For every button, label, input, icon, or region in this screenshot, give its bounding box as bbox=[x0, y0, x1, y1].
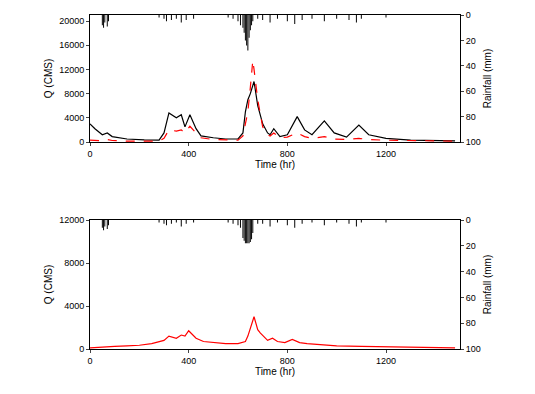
svg-text:800: 800 bbox=[280, 356, 295, 366]
svg-text:8000: 8000 bbox=[64, 89, 84, 99]
svg-text:Time (hr): Time (hr) bbox=[255, 366, 295, 377]
svg-text:1200: 1200 bbox=[376, 356, 396, 366]
svg-text:400: 400 bbox=[181, 149, 196, 159]
svg-text:20000: 20000 bbox=[59, 16, 84, 26]
svg-text:1200: 1200 bbox=[376, 149, 396, 159]
svg-text:40: 40 bbox=[466, 61, 476, 71]
svg-text:4000: 4000 bbox=[64, 113, 84, 123]
svg-text:60: 60 bbox=[466, 86, 476, 96]
svg-text:20: 20 bbox=[466, 36, 476, 46]
svg-text:60: 60 bbox=[466, 293, 476, 303]
svg-text:Q (CMS): Q (CMS) bbox=[43, 59, 54, 98]
svg-text:100: 100 bbox=[466, 344, 481, 354]
svg-text:16000: 16000 bbox=[59, 40, 84, 50]
svg-text:20: 20 bbox=[466, 241, 476, 251]
svg-text:0: 0 bbox=[79, 137, 84, 147]
svg-text:12000: 12000 bbox=[59, 215, 84, 225]
svg-text:0: 0 bbox=[87, 149, 92, 159]
svg-text:Time (hr): Time (hr) bbox=[255, 159, 295, 170]
svg-text:0: 0 bbox=[87, 356, 92, 366]
svg-text:12000: 12000 bbox=[59, 65, 84, 75]
svg-text:800: 800 bbox=[280, 149, 295, 159]
svg-text:80: 80 bbox=[466, 112, 476, 122]
svg-text:40: 40 bbox=[466, 267, 476, 277]
svg-text:80: 80 bbox=[466, 318, 476, 328]
svg-text:0: 0 bbox=[79, 344, 84, 354]
svg-text:100: 100 bbox=[466, 137, 481, 147]
svg-text:0: 0 bbox=[466, 10, 471, 20]
svg-text:Rainfall (mm): Rainfall (mm) bbox=[482, 255, 493, 314]
svg-text:4000: 4000 bbox=[64, 301, 84, 311]
svg-text:Rainfall (mm): Rainfall (mm) bbox=[482, 49, 493, 108]
svg-text:0: 0 bbox=[466, 215, 471, 225]
svg-text:400: 400 bbox=[181, 356, 196, 366]
svg-text:8000: 8000 bbox=[64, 258, 84, 268]
svg-text:Q (CMS): Q (CMS) bbox=[43, 265, 54, 304]
